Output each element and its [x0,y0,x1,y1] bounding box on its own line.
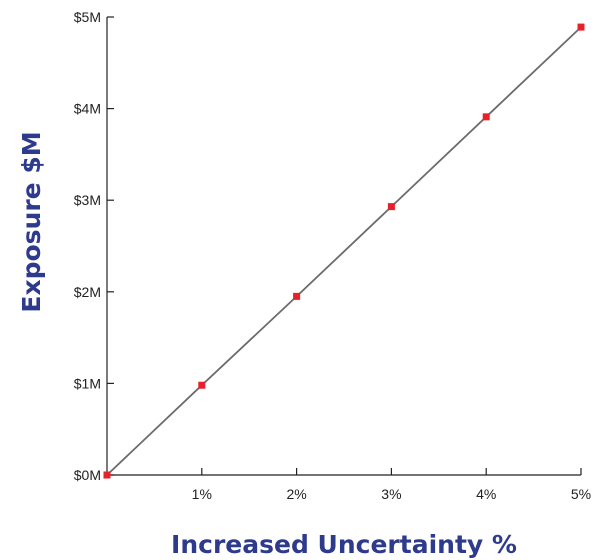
data-point [293,292,301,300]
y-tick-label: $2M [74,284,101,300]
markers [103,23,585,479]
series [106,26,582,476]
axes [106,17,581,476]
y-tick-label: $1M [74,375,101,391]
y-tick-label: $3M [74,192,101,208]
x-tick-label: 5% [571,486,591,502]
x-tick-label: 1% [192,486,212,502]
data-point [103,471,111,479]
series-line [106,26,582,476]
ticks: $0M $1M $2M $3M $4M $5M 1% 2% 3% 4% 5% [74,9,591,502]
data-point [387,203,395,211]
y-tick-label: $0M [74,467,101,483]
x-axis-title: Increased Uncertainty % [171,530,517,559]
data-point [482,113,490,121]
x-tick-label: 2% [286,486,306,502]
data-point [198,381,206,389]
y-tick-label: $5M [74,9,101,25]
x-tick-label: 4% [476,486,496,502]
y-axis-title: Exposure $M [17,131,46,312]
x-tick-label: 3% [381,486,401,502]
data-point [577,23,585,31]
y-tick-label: $4M [74,101,101,117]
